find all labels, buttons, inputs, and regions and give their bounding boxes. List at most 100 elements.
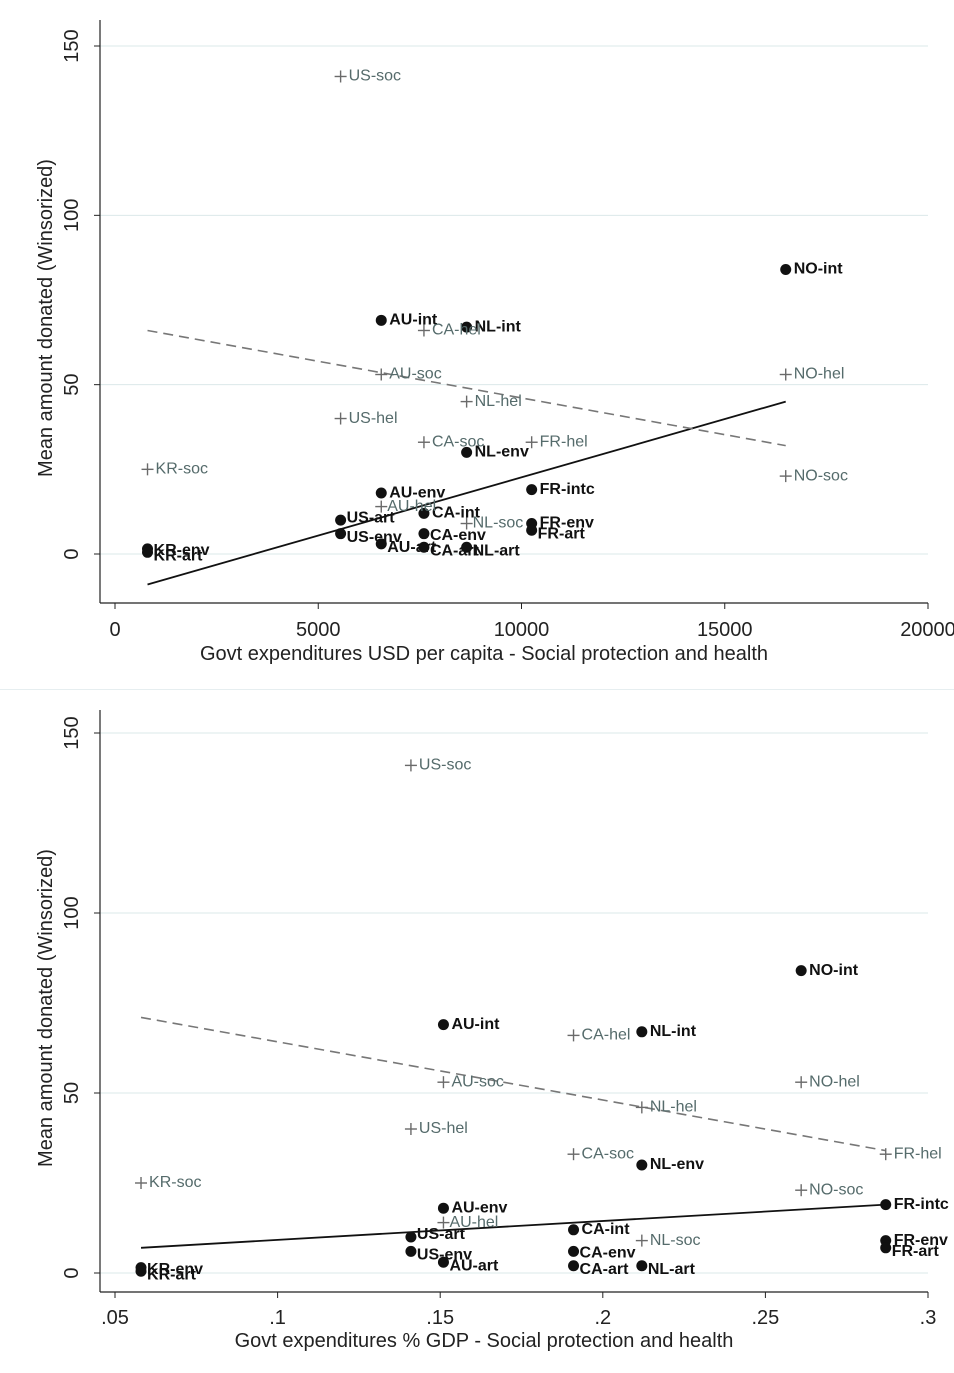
point-label-kr-soc: KR-soc [156, 461, 208, 478]
point-label-kr-env: KR-env [147, 1261, 203, 1278]
y-tick-label-0: 0 [61, 1267, 83, 1278]
bottom-chart-panel: 0 50 100 150 .05 .1 .15 .2 .25 .3 Govt expenditure… [0, 690, 954, 1373]
point-no-soc [795, 1184, 808, 1197]
point-no-hel [795, 1076, 808, 1089]
top-chart-panel: 0 50 100 150 0 5000 10000 15000 20000 Govt expend… [35, 20, 954, 665]
point-label-no-int: NO-int [794, 261, 844, 278]
point-nl-soc [635, 1234, 648, 1247]
point-label-us-soc: US-soc [419, 757, 471, 774]
point-us-hel [404, 1123, 417, 1135]
x-tick-label-0: 0 [109, 619, 120, 641]
point-label-nl-hel: NL-hel [650, 1099, 697, 1116]
point-no-int [780, 264, 792, 276]
point-label-kr-env: KR-env [154, 542, 210, 559]
point-au-hel [437, 1216, 450, 1229]
point-nl-int [461, 321, 473, 333]
point-ca-env [418, 528, 430, 540]
point-fr-hel [525, 436, 538, 449]
x-tick-label-2: .2 [594, 1307, 611, 1329]
point-label-au-hel: AU-hel [449, 1214, 498, 1231]
point-label-ca-hel: CA-hel [582, 1027, 631, 1044]
point-au-env [375, 487, 387, 499]
x-tick-label-1: .1 [269, 1307, 286, 1329]
point-label-au-int: AU-int [451, 1016, 500, 1033]
point-label-fr-intc: FR-intc [894, 1196, 949, 1213]
point-ca-art [418, 541, 430, 553]
point-label-au-art: AU-art [449, 1257, 499, 1274]
point-kr-soc [135, 1177, 148, 1189]
point-label-ca-int: CA-int [582, 1221, 631, 1238]
point-au-art [375, 538, 387, 550]
y-axis-title: Mean amount donated (Winsorized) [35, 159, 57, 477]
point-label-au-env: AU-env [451, 1199, 507, 1216]
point-ca-env [568, 1245, 580, 1257]
point-nl-hel [460, 395, 473, 408]
y-tick-label-100: 100 [61, 199, 83, 232]
point-label-fr-hel: FR-hel [894, 1145, 942, 1162]
point-no-hel [779, 368, 792, 381]
point-au-soc [375, 368, 388, 381]
fit-line-dashed [147, 329, 786, 447]
point-label-no-soc: NO-soc [794, 467, 848, 484]
scatter-chart-pct-gdp: 0 50 100 150 .05 .1 .15 .2 .25 .3 Govt expenditure… [35, 710, 949, 1352]
x-tick-label-10000: 10000 [494, 619, 550, 641]
point-label-ca-soc: CA-soc [582, 1145, 634, 1162]
x-tick-label-3: .3 [920, 1307, 937, 1329]
point-label-us-soc: US-soc [349, 68, 401, 85]
point-label-nl-art: NL-art [473, 542, 521, 559]
scatter-chart-usd-per-capita: 0 50 100 150 0 5000 10000 15000 20000 Govt expend… [35, 20, 954, 665]
point-au-env [437, 1202, 449, 1214]
point-fr-hel [879, 1148, 892, 1161]
y-tick-label-150: 150 [61, 716, 83, 749]
point-au-int [437, 1019, 449, 1031]
point-nl-art [461, 541, 473, 553]
point-ca-hel [417, 324, 430, 337]
x-tick-label-15: .15 [426, 1307, 454, 1329]
fit-line-solid [147, 400, 786, 586]
point-label-us-hel: US-hel [419, 1120, 468, 1137]
point-ca-soc [417, 436, 430, 449]
point-label-fr-art: FR-art [538, 526, 586, 543]
point-nl-soc [460, 517, 473, 530]
point-au-art [437, 1256, 449, 1268]
point-label-fr-env: FR-env [540, 515, 594, 532]
y-tick-label-0: 0 [61, 548, 83, 559]
point-label-nl-int: NL-int [475, 318, 522, 335]
point-label-nl-env: NL-env [650, 1156, 704, 1173]
point-au-soc [437, 1076, 450, 1089]
point-label-kr-soc: KR-soc [149, 1174, 201, 1191]
point-label-no-hel: NO-hel [794, 366, 845, 383]
point-label-kr-art: KR-art [154, 548, 204, 565]
point-label-ca-soc: CA-soc [432, 433, 484, 450]
y-tick-label-50: 50 [61, 1082, 83, 1104]
point-fr-intc [526, 484, 538, 496]
fit-line-solid [140, 1203, 886, 1249]
point-us-env [405, 1245, 417, 1257]
point-ca-int [568, 1224, 580, 1236]
point-us-soc [334, 70, 347, 83]
point-label-kr-art: KR-art [147, 1266, 197, 1283]
point-label-ca-int: CA-int [432, 505, 481, 522]
x-tick-label-20000: 20000 [900, 619, 954, 641]
point-label-ca-art: CA-art [580, 1261, 630, 1278]
point-au-hel [375, 500, 388, 513]
point-au-int [375, 314, 387, 326]
x-axis-title: Govt expenditures % GDP - Social protect… [235, 1330, 734, 1352]
point-kr-art [135, 1265, 147, 1277]
point-label-no-hel: NO-hel [809, 1073, 860, 1090]
fit-line-dashed [140, 1016, 886, 1152]
point-us-env [335, 528, 347, 540]
point-label-fr-intc: FR-intc [540, 481, 595, 498]
x-tick-label-5000: 5000 [296, 619, 341, 641]
point-ca-hel [567, 1029, 580, 1042]
point-label-us-hel: US-hel [349, 410, 398, 427]
point-label-au-int: AU-int [389, 312, 438, 329]
point-us-soc [404, 759, 417, 772]
point-label-fr-env: FR-env [894, 1232, 948, 1249]
point-label-us-art: US-art [347, 509, 396, 526]
point-ca-soc [567, 1148, 580, 1161]
point-label-au-soc: AU-soc [451, 1073, 503, 1090]
panel-divider [0, 689, 954, 690]
point-nl-art [636, 1260, 648, 1272]
point-fr-intc [880, 1199, 892, 1211]
